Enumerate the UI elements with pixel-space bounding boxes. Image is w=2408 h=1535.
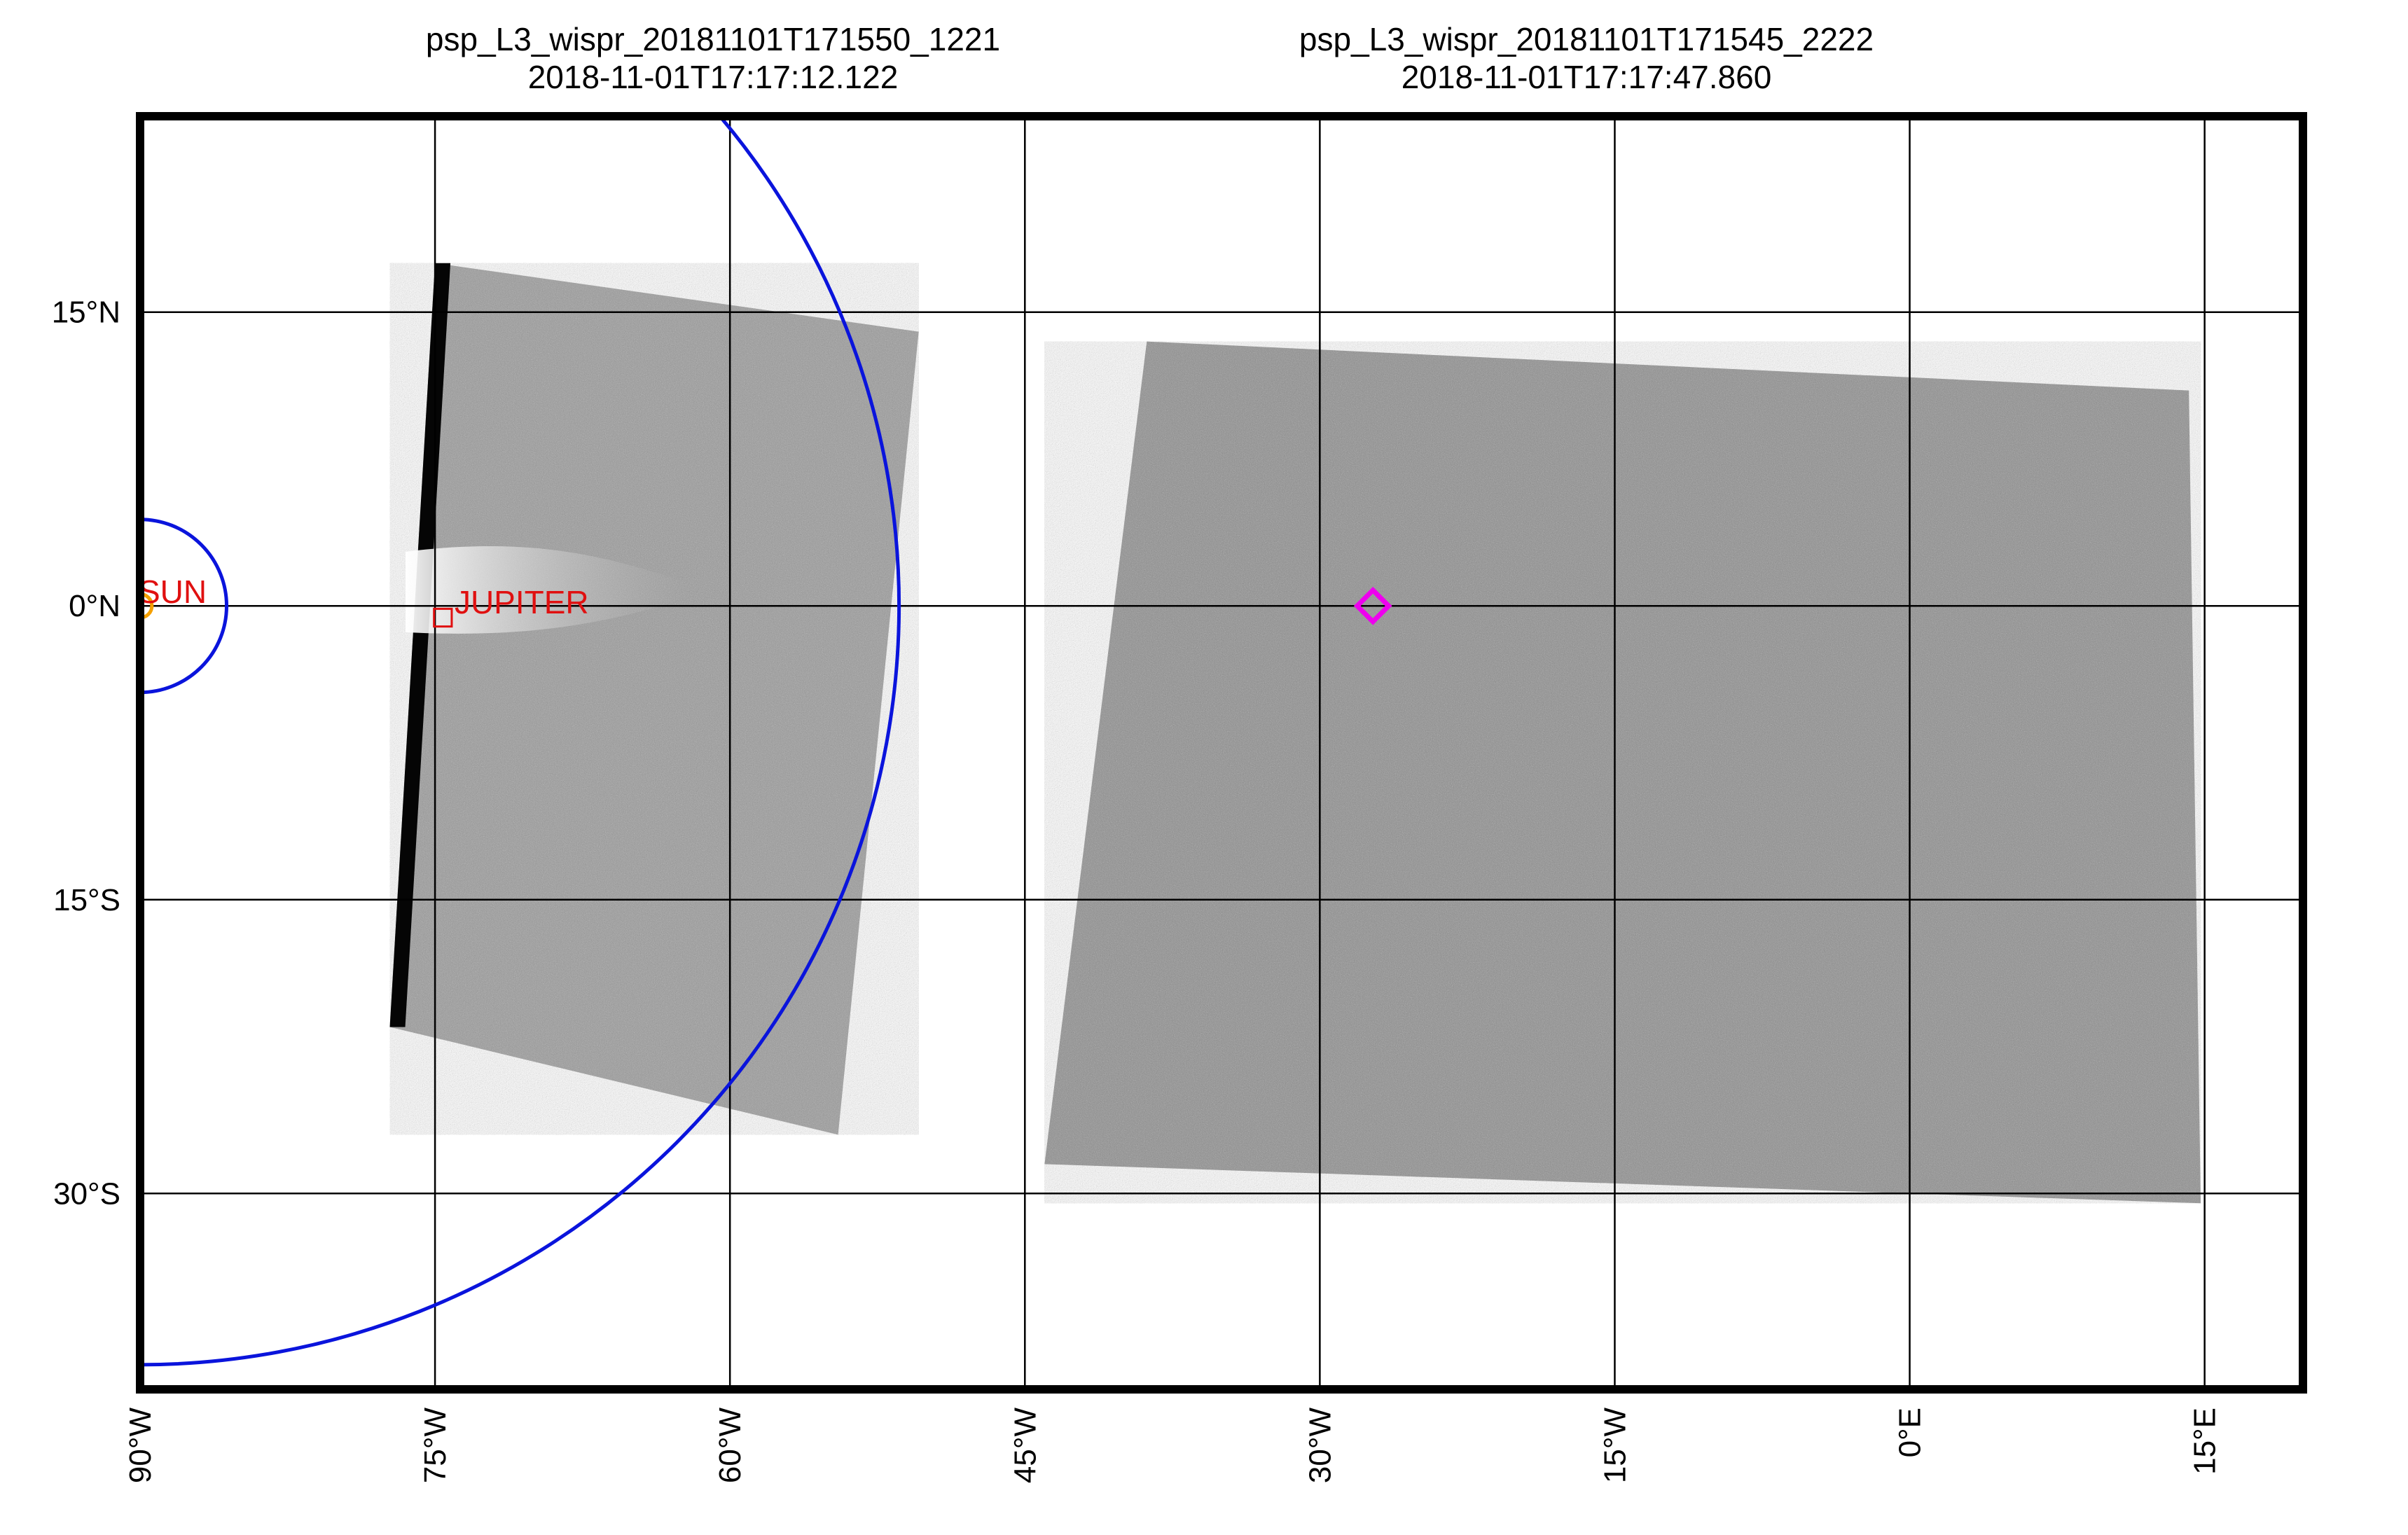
x-tick-label: 45°W xyxy=(1008,1408,1042,1484)
plot-area: SUN JUPITER xyxy=(139,116,2303,1389)
y-tick-label: 0°N xyxy=(69,589,120,623)
reference-circle-2 xyxy=(140,116,901,1367)
y-tick-label: 30°S xyxy=(53,1176,120,1211)
left-image-time: 2018-11-01T17:17:12.122 xyxy=(528,59,899,95)
x-tick-label: 15°W xyxy=(1598,1408,1632,1484)
left-image-name: psp_L3_wispr_20181101T171550_1221 xyxy=(426,21,1000,57)
x-tick-label: 0°E xyxy=(1893,1408,1928,1457)
reference-circle-1 xyxy=(140,518,228,695)
right-image-time: 2018-11-01T17:17:47.860 xyxy=(1402,59,1772,95)
y-tick-label: 15°N xyxy=(52,296,120,330)
target-diamond-marker xyxy=(1353,586,1392,625)
x-tick-label: 15°E xyxy=(2188,1408,2222,1475)
jupiter-label: JUPITER xyxy=(455,584,589,620)
x-tick-label: 90°W xyxy=(123,1408,158,1484)
sun-label: SUN xyxy=(139,574,207,610)
curves-layer xyxy=(140,116,901,1367)
jupiter-marker xyxy=(433,607,453,628)
image-texture-2 xyxy=(1044,341,2201,1204)
x-tick-label: 30°W xyxy=(1303,1408,1337,1484)
right-image-name: psp_L3_wispr_20181101T171545_2222 xyxy=(1299,21,1874,57)
x-tick-label: 75°W xyxy=(418,1408,452,1484)
markers-layer: SUN JUPITER xyxy=(139,574,1392,628)
x-tick-label: 60°W xyxy=(713,1408,747,1484)
y-tick-label: 15°S xyxy=(53,883,120,917)
grid-layer xyxy=(140,116,2303,1389)
streamer-bright xyxy=(405,546,691,634)
image-texture-1 xyxy=(389,263,919,1135)
tick-labels: 15°N 0°N 15°S 30°S 90°W 75°W 60°W 45°W 30°W 15°W 0… xyxy=(52,296,2222,1483)
plot-frame xyxy=(136,112,2307,1394)
images-layer xyxy=(389,263,2201,1204)
